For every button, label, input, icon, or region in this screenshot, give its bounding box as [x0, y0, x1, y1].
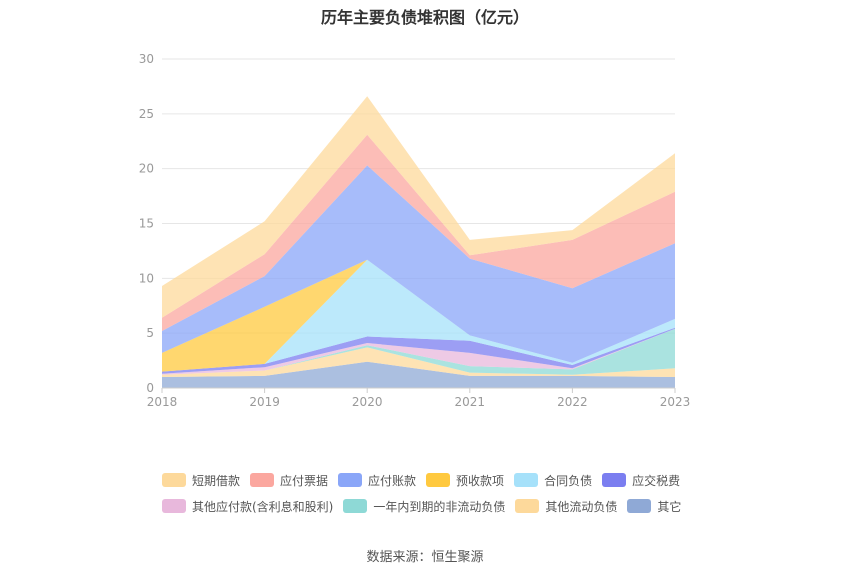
legend-item[interactable]: 其他应付款(含利息和股利) — [162, 498, 333, 514]
source-note: 数据来源：恒生聚源 — [366, 550, 484, 565]
area-series — [162, 347, 675, 377]
legend-label: 应付账款 — [368, 473, 417, 488]
legend-swatch — [426, 473, 451, 487]
x-tick-label: 2020 — [352, 395, 383, 409]
y-tick-label: 25 — [139, 107, 154, 121]
area-layer — [162, 96, 675, 388]
area-series — [162, 327, 675, 374]
legend-item[interactable]: 合同负债 — [514, 472, 592, 488]
area-series — [162, 259, 675, 372]
legend-item[interactable]: 应付票据 — [250, 472, 328, 488]
legend: 短期借款 应付票据 应付账款 预收款项 合同负债 应交税费其他应付款(含利息和股利) 一年内… — [162, 472, 702, 524]
legend-swatch — [343, 499, 368, 513]
x-tick-label: 2019 — [249, 395, 280, 409]
legend-label: 其他流动负债 — [545, 499, 618, 514]
legend-swatch — [250, 473, 275, 487]
x-tick-label: 2021 — [455, 395, 486, 409]
y-tick-label: 5 — [146, 326, 154, 340]
legend-label: 预收款项 — [456, 473, 505, 488]
area-series — [162, 328, 675, 375]
legend-swatch — [514, 473, 539, 487]
legend-label: 短期借款 — [192, 473, 241, 488]
legend-item[interactable]: 应付账款 — [338, 472, 416, 488]
area-series — [162, 361, 675, 388]
legend-item[interactable]: 短期借款 — [162, 472, 240, 488]
y-tick-label: 15 — [139, 217, 154, 231]
legend-swatch — [162, 473, 186, 487]
area-series — [162, 165, 675, 363]
axis-layer: 0 5 10 15 20 25 30 2018 2019 2020 2021 2022 2023 — [139, 52, 691, 409]
legend-label: 合同负债 — [544, 473, 593, 488]
y-tick-label: 20 — [139, 162, 154, 176]
legend-swatch — [515, 499, 540, 513]
legend-item[interactable]: 一年内到期的非流动负债 — [343, 498, 505, 514]
legend-item[interactable]: 预收款项 — [426, 472, 504, 488]
x-tick-label: 2023 — [660, 395, 691, 409]
legend-label: 其他应付款(含利息和股利) — [192, 499, 334, 514]
x-tick-label: 2022 — [557, 395, 588, 409]
legend-swatch — [162, 499, 186, 513]
legend-label: 应交税费 — [632, 473, 681, 488]
y-tick-label: 0 — [146, 381, 154, 395]
area-series — [162, 328, 675, 375]
legend-swatch — [338, 473, 363, 487]
area-series — [162, 259, 675, 372]
legend-item[interactable]: 其他流动负债 — [515, 498, 617, 514]
x-tick-label: 2018 — [147, 395, 178, 409]
stacked-area-chart: 0 5 10 15 20 25 30 2018 2019 2020 2021 2022 2023 — [139, 52, 691, 409]
legend-label: 应付票据 — [280, 473, 329, 488]
y-tick-label: 10 — [139, 271, 154, 285]
legend-swatch — [602, 473, 627, 487]
legend-label: 一年内到期的非流动负债 — [373, 499, 506, 514]
legend-item[interactable]: 其它 — [627, 498, 681, 514]
legend-item[interactable]: 应交税费 — [602, 472, 680, 488]
legend-label: 其它 — [657, 499, 682, 514]
legend-swatch — [627, 499, 652, 513]
y-tick-label: 30 — [139, 52, 154, 66]
chart-title: 历年主要负债堆积图（亿元） — [320, 8, 529, 27]
